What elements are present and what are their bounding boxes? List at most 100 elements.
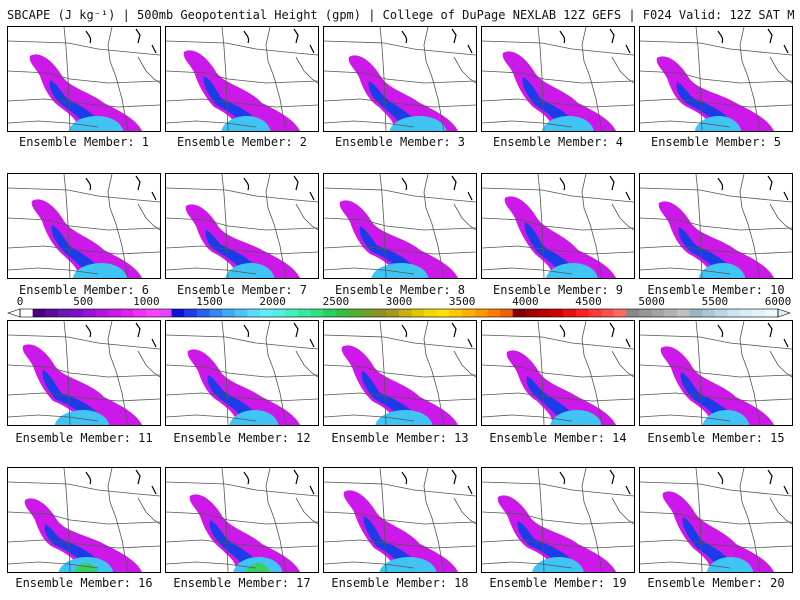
state-boundary xyxy=(611,497,634,525)
colorbar-segment xyxy=(57,309,72,317)
cape-map xyxy=(166,27,318,131)
state-boundary xyxy=(379,174,387,278)
coastline xyxy=(243,177,250,191)
state-boundary xyxy=(482,414,573,422)
coastline xyxy=(717,30,724,44)
coastline xyxy=(767,28,773,44)
state-boundary xyxy=(640,392,792,402)
coastline xyxy=(783,485,789,495)
ensemble-panel-17 xyxy=(165,467,319,573)
state-boundary xyxy=(8,267,99,275)
state-boundary xyxy=(63,174,71,278)
coastline xyxy=(293,28,299,44)
cape-map xyxy=(166,468,318,572)
state-boundary xyxy=(640,561,731,569)
colorbar-segment xyxy=(601,309,615,317)
coastline xyxy=(309,338,315,348)
ensemble-panel-16 xyxy=(7,467,161,573)
state-boundary xyxy=(8,70,160,84)
coastline xyxy=(609,322,615,338)
ensemble-member-label: Ensemble Member: 8 xyxy=(334,283,466,297)
cape-map xyxy=(482,468,634,572)
state-boundary xyxy=(695,174,703,278)
state-boundary xyxy=(640,334,792,350)
ensemble-member-label: Ensemble Member: 19 xyxy=(489,576,627,590)
ensemble-panel-15 xyxy=(639,320,793,426)
state-boundary xyxy=(324,539,476,549)
state-boundary xyxy=(581,174,603,278)
coastline xyxy=(609,469,615,485)
state-boundary xyxy=(295,56,318,84)
ensemble-panel-19 xyxy=(481,467,635,573)
colorbar-segment xyxy=(83,309,97,317)
state-boundary xyxy=(482,187,634,203)
state-boundary xyxy=(295,497,318,525)
ensemble-panel-1 xyxy=(7,26,161,132)
colorbar-segment xyxy=(108,309,122,317)
colorbar-segment xyxy=(158,309,173,317)
colorbar-segment xyxy=(626,309,640,317)
coastline xyxy=(559,30,566,44)
coastline xyxy=(243,471,250,485)
ensemble-member-label: Ensemble Member: 1 xyxy=(18,135,150,149)
coastline xyxy=(625,338,631,348)
colorbar-segment xyxy=(297,309,312,317)
ensemble-member-label: Ensemble Member: 9 xyxy=(492,283,624,297)
state-boundary xyxy=(265,321,287,425)
state-boundary xyxy=(324,392,476,402)
cape-colorbar: 0 500 1000 1500 2000 2500 3000 3500 4000 4500 5000… xyxy=(6,296,792,324)
state-boundary xyxy=(640,481,792,497)
colorbar-segment xyxy=(563,309,577,317)
state-boundary xyxy=(482,539,634,549)
colorbar-tick-label: 4000 xyxy=(512,295,539,308)
colorbar-tick-label: 1500 xyxy=(196,295,223,308)
state-boundary xyxy=(537,174,545,278)
colorbar-segment xyxy=(133,309,147,317)
colorbar-segment xyxy=(310,309,324,317)
coastline xyxy=(293,322,299,338)
colorbar-segment xyxy=(613,309,627,317)
state-boundary xyxy=(640,217,792,231)
cape-map xyxy=(8,468,160,572)
ensemble-panel-4 xyxy=(481,26,635,132)
state-boundary xyxy=(482,70,634,84)
state-boundary xyxy=(453,350,476,378)
colorbar-segment xyxy=(386,309,400,317)
state-boundary xyxy=(640,414,731,422)
colorbar-segment xyxy=(664,309,678,317)
colorbar-tick-label: 500 xyxy=(73,295,94,308)
coastline xyxy=(85,30,92,44)
coastline xyxy=(151,338,157,348)
coastline xyxy=(243,324,250,338)
state-boundary xyxy=(640,40,792,56)
state-boundary xyxy=(640,245,792,255)
colorbar-segment xyxy=(462,309,476,317)
colorbar-segment xyxy=(399,309,413,317)
ensemble-panel-7 xyxy=(165,173,319,279)
colorbar-segment xyxy=(234,309,248,317)
colorbar-segment xyxy=(222,309,236,317)
state-boundary xyxy=(137,350,160,378)
state-boundary xyxy=(166,267,257,275)
state-boundary xyxy=(537,27,545,131)
state-boundary xyxy=(8,511,160,525)
state-boundary xyxy=(63,321,71,425)
colorbar-segment xyxy=(70,309,84,317)
state-boundary xyxy=(581,27,603,131)
state-boundary xyxy=(137,203,160,231)
coastline xyxy=(467,191,473,201)
coastline xyxy=(151,485,157,495)
colorbar-segment xyxy=(32,309,46,317)
state-boundary xyxy=(537,468,545,572)
state-boundary xyxy=(482,561,573,569)
coastline xyxy=(717,471,724,485)
state-boundary xyxy=(166,217,318,231)
coastline xyxy=(309,485,315,495)
state-boundary xyxy=(324,70,476,84)
cape-map xyxy=(166,174,318,278)
ensemble-member-label: Ensemble Member: 2 xyxy=(176,135,308,149)
coastline xyxy=(293,469,299,485)
colorbar-segment xyxy=(487,309,501,317)
colorbar-tick-label: 5500 xyxy=(701,295,729,308)
colorbar-segment xyxy=(512,309,526,317)
